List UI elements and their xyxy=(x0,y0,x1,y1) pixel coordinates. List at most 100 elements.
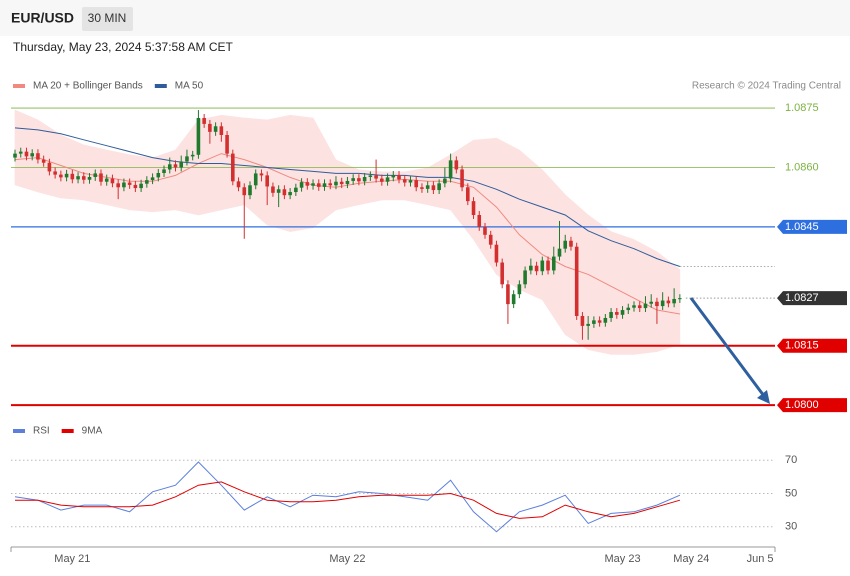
candle-body xyxy=(328,183,333,186)
candle-body xyxy=(282,189,287,196)
candle-body xyxy=(437,183,441,191)
symbol: EUR/USD xyxy=(11,10,74,26)
bollinger-band xyxy=(519,149,543,301)
candle-body xyxy=(523,270,527,285)
candle-body xyxy=(104,178,109,182)
level-label: 1.0827 xyxy=(785,292,819,304)
legend-label: MA 50 xyxy=(175,81,204,92)
candle-body xyxy=(64,173,69,178)
candle-body xyxy=(551,256,556,271)
rsi-line xyxy=(14,461,681,533)
candle-body xyxy=(322,183,327,187)
x-tick-label: May 22 xyxy=(329,553,365,565)
candle-body xyxy=(546,260,550,271)
candle-body xyxy=(127,182,132,185)
candle-body xyxy=(580,315,585,326)
candle-body xyxy=(110,178,115,184)
candle-body xyxy=(529,265,533,271)
legend-swatch xyxy=(61,429,74,433)
candle-body xyxy=(660,300,665,307)
candle-body xyxy=(374,175,378,179)
candle-body xyxy=(563,240,568,249)
candle-body xyxy=(271,186,275,193)
candle-body xyxy=(231,153,235,182)
candle-body xyxy=(351,178,355,181)
candle-body xyxy=(185,156,189,162)
level-label: 1.0860 xyxy=(785,161,819,173)
candle-body xyxy=(41,159,46,163)
level-label-box xyxy=(777,291,847,306)
bollinger-band xyxy=(496,137,520,291)
candle-body xyxy=(483,226,487,235)
candle-body xyxy=(299,182,304,188)
candle-body xyxy=(150,177,155,181)
candle-body xyxy=(236,181,241,188)
candle-body xyxy=(620,310,625,315)
candle-body xyxy=(448,160,453,179)
candle-body xyxy=(99,173,103,182)
candle-body xyxy=(586,323,590,326)
candle-body xyxy=(345,180,350,185)
candle-body xyxy=(609,312,613,318)
candle-body xyxy=(259,173,264,176)
candle-body xyxy=(454,160,459,170)
candle-body xyxy=(93,173,98,177)
x-tick-label: Jun 5 xyxy=(747,553,774,565)
candle-body xyxy=(288,192,292,196)
candle-body xyxy=(460,169,464,188)
candle-body xyxy=(368,175,373,177)
candle-body xyxy=(626,307,631,311)
candle-body xyxy=(414,180,419,188)
candle-body xyxy=(615,312,619,315)
candle-body xyxy=(643,303,648,309)
timeframe[interactable]: 30 MIN xyxy=(88,11,127,25)
candle-body xyxy=(569,240,573,247)
x-tick-label: May 21 xyxy=(54,553,90,565)
datetime: Thursday, May 23, 2024 5:37:58 AM CET xyxy=(13,40,234,54)
candle-body xyxy=(655,301,659,307)
candle-body xyxy=(362,176,367,182)
candle-body xyxy=(494,244,499,263)
x-tick-label: May 23 xyxy=(605,553,641,565)
candle-body xyxy=(294,187,298,193)
candle-body xyxy=(13,153,17,158)
candle-body xyxy=(511,294,516,305)
candle-body xyxy=(208,123,212,132)
candle-body xyxy=(425,185,430,189)
forecast-arrowhead xyxy=(757,390,770,404)
candle-body xyxy=(391,175,396,178)
timeframe-box[interactable] xyxy=(82,7,133,31)
candle-body xyxy=(649,301,654,304)
x-tick-label: May 24 xyxy=(673,553,709,565)
candle-body xyxy=(465,187,470,202)
level-label-box xyxy=(777,398,847,413)
level-label: 1.0815 xyxy=(785,340,819,352)
candle-body xyxy=(517,284,522,295)
level-label: 1.0800 xyxy=(785,399,819,411)
candle-body xyxy=(242,187,247,196)
candle-body xyxy=(597,320,602,323)
candle-body xyxy=(59,174,63,178)
candle-body xyxy=(666,300,671,304)
level-label: 1.0845 xyxy=(785,221,819,233)
candle-body xyxy=(506,284,510,305)
candle-body xyxy=(311,183,315,186)
candle-body xyxy=(81,176,86,180)
candle-body xyxy=(488,234,493,245)
candle-body xyxy=(305,182,310,186)
candle-body xyxy=(219,126,224,135)
candle-body xyxy=(139,183,143,189)
candle-body xyxy=(420,187,424,189)
candle-body xyxy=(202,117,206,124)
candle-body xyxy=(173,164,178,168)
candle-body xyxy=(18,151,23,154)
candle-body xyxy=(397,175,401,180)
candle-body xyxy=(557,248,562,257)
y-tick-label: 70 xyxy=(785,454,797,466)
candle-body xyxy=(574,246,579,316)
candle-body xyxy=(540,260,545,272)
candle-body xyxy=(637,305,642,309)
candle-body xyxy=(167,164,172,170)
candle-body xyxy=(116,183,120,188)
candle-body xyxy=(276,189,281,193)
